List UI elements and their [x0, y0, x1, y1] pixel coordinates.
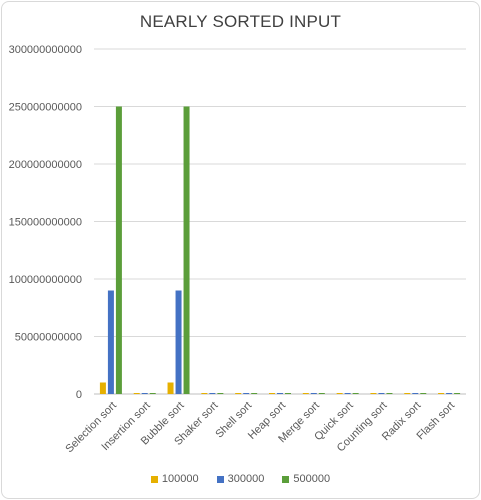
bar-100000-6 — [302, 393, 309, 394]
bar-300000-4 — [243, 393, 250, 394]
legend-item-300000: 300000 — [216, 473, 265, 485]
bar-500000-6 — [318, 393, 325, 394]
bar-300000-0 — [107, 290, 114, 394]
bar-500000-0 — [115, 106, 122, 394]
bars — [99, 106, 461, 394]
y-tick-label: 50000000000 — [15, 332, 82, 344]
legend-swatch — [282, 475, 290, 483]
legend: 100000 300000 500000 — [0, 473, 481, 485]
bar-500000-3 — [217, 393, 224, 394]
bar-300000-1 — [141, 393, 148, 394]
bar-100000-7 — [336, 393, 343, 394]
y-tick-label: 150000000000 — [9, 217, 82, 229]
bar-100000-2 — [167, 382, 174, 394]
legend-label: 500000 — [293, 473, 331, 485]
bar-300000-7 — [344, 393, 351, 394]
bar-500000-9 — [420, 393, 427, 394]
legend-swatch — [216, 475, 224, 483]
legend-label: 300000 — [227, 473, 265, 485]
legend-swatch — [150, 475, 158, 483]
y-axis-ticks: 0 50000000000 100000000000 150000000000 2000… — [9, 44, 82, 401]
bar-500000-2 — [183, 106, 190, 394]
bar-300000-8 — [378, 393, 385, 394]
bar-100000-4 — [235, 393, 242, 394]
legend-label: 100000 — [161, 473, 199, 485]
bar-100000-1 — [133, 393, 140, 394]
bar-300000-9 — [412, 393, 419, 394]
y-tick-label: 300000000000 — [9, 44, 82, 56]
y-tick-label: 100000000000 — [9, 274, 82, 286]
bar-300000-3 — [209, 393, 216, 394]
bar-500000-10 — [454, 393, 461, 394]
y-tick-label: 200000000000 — [9, 159, 82, 171]
bar-100000-9 — [404, 393, 411, 394]
chart-title: NEARLY SORTED INPUT — [139, 12, 342, 31]
grid-lines — [94, 48, 466, 395]
bar-100000-3 — [201, 393, 208, 394]
bar-100000-0 — [99, 382, 106, 394]
legend-item-500000: 500000 — [282, 473, 330, 485]
bar-500000-7 — [352, 393, 359, 394]
bar-500000-1 — [149, 393, 156, 394]
bar-300000-6 — [310, 393, 317, 394]
bar-300000-2 — [175, 290, 182, 394]
bar-100000-5 — [269, 393, 275, 394]
bar-100000-10 — [438, 393, 445, 394]
bar-100000-8 — [370, 393, 377, 394]
bar-500000-4 — [251, 393, 258, 394]
bar-500000-8 — [386, 393, 393, 394]
y-tick-label: 0 — [76, 389, 82, 401]
bar-300000-5 — [277, 393, 283, 394]
legend-item-100000: 100000 — [150, 473, 199, 485]
bar-300000-10 — [446, 393, 453, 394]
y-tick-label: 250000000000 — [9, 102, 82, 114]
bar-500000-5 — [285, 393, 291, 394]
